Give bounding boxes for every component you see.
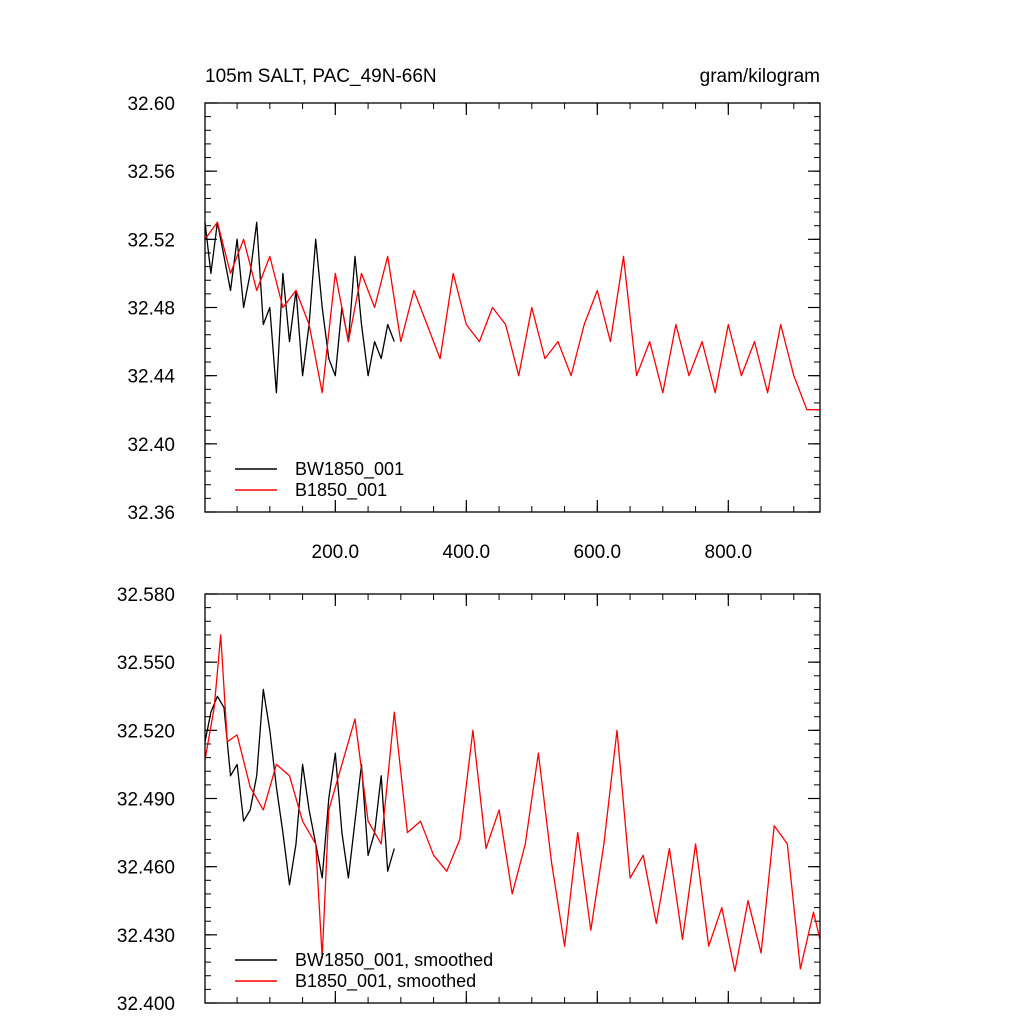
x-tick-label: 400.0 [443, 542, 491, 563]
y-tick-label: 32.550 [117, 653, 175, 674]
chart-units: gram/kilogram [700, 66, 820, 87]
y-tick-label: 32.56 [127, 162, 175, 183]
plot-frame [204, 102, 821, 513]
y-tick-label: 32.430 [117, 926, 175, 947]
plot-frame [204, 593, 821, 1004]
y-tick-label: 32.52 [127, 230, 175, 251]
y-tick-label: 32.400 [117, 994, 175, 1015]
legend-label: B1850_001 [295, 480, 387, 501]
x-tick-label: 600.0 [574, 542, 622, 563]
x-tick-label: 800.0 [705, 542, 753, 563]
y-tick-label: 32.460 [117, 858, 175, 879]
y-tick-label: 32.36 [127, 503, 175, 524]
top-plot-panel: 32.36 32.40 32.44 32.48 32.52 32.56 32.60 200.0… [127, 94, 821, 563]
x-tick-label: 200.0 [312, 542, 360, 563]
series-line-1 [204, 688, 395, 886]
y-tick-label: 32.520 [117, 721, 175, 742]
legend-label: BW1850_001, smoothed [295, 950, 493, 971]
y-tick-label: 32.48 [127, 299, 175, 320]
y-tick-label: 32.44 [127, 367, 175, 388]
series-line-1 [204, 221, 395, 394]
series-line-2 [204, 634, 821, 972]
legend-label: B1850_001, smoothed [295, 971, 476, 992]
bottom-plot-panel: 32.400 32.430 32.460 32.490 32.520 32.550 32.5… [117, 585, 821, 1015]
y-tick-label: 32.490 [117, 790, 175, 811]
y-tick-label: 32.60 [127, 94, 175, 115]
legend-label: BW1850_001 [295, 459, 404, 480]
y-tick-label: 32.40 [127, 435, 175, 456]
chart-title: 105m SALT, PAC_49N-66N [205, 66, 437, 87]
y-tick-label: 32.580 [117, 585, 175, 606]
series-line-2 [204, 221, 820, 411]
